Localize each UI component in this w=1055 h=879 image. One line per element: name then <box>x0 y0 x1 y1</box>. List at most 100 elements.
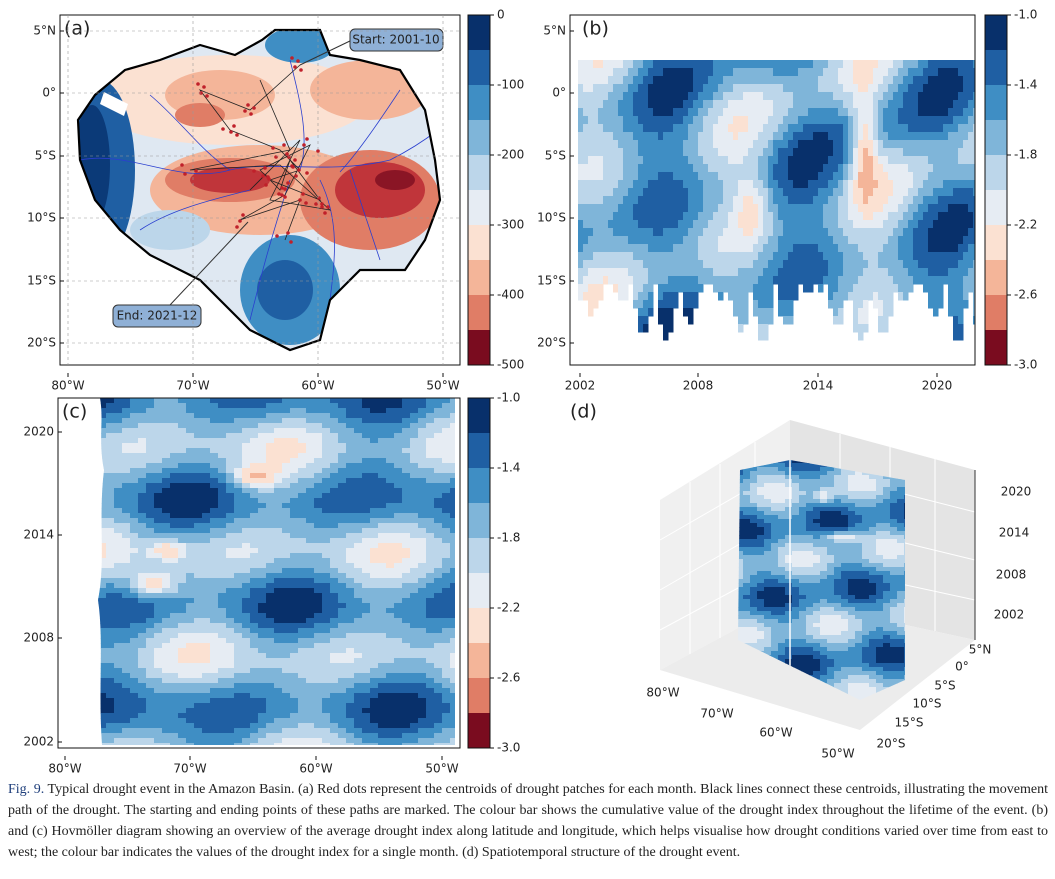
field-cell <box>306 538 315 544</box>
field-cell <box>306 618 315 624</box>
field-cell <box>242 503 251 509</box>
field-cell <box>354 603 363 609</box>
field-cell <box>948 76 954 85</box>
field-cell <box>953 244 959 253</box>
field-cell <box>314 643 323 649</box>
field-cell <box>202 598 211 604</box>
field-cell <box>578 116 584 125</box>
field-cell <box>638 172 644 181</box>
field-cell <box>763 92 769 101</box>
field-cell <box>338 398 347 404</box>
field-cell <box>613 268 619 277</box>
field-cell <box>628 132 634 141</box>
field-cell <box>410 613 419 619</box>
field-cell <box>713 68 719 77</box>
annotation-box <box>112 304 202 328</box>
field-cell <box>210 613 219 619</box>
field-cell <box>898 100 904 109</box>
field-cell <box>314 433 323 439</box>
field-cell <box>878 260 884 269</box>
field-cell <box>673 84 679 93</box>
field <box>257 260 313 320</box>
field-cell <box>778 100 784 109</box>
field-cell <box>598 204 604 213</box>
field-cell <box>853 188 859 197</box>
field-cell <box>306 638 315 644</box>
field-cell <box>266 658 275 664</box>
field-cell <box>386 528 395 534</box>
field-cell <box>858 228 864 237</box>
field-cell <box>778 76 784 85</box>
field-cell <box>274 618 283 624</box>
field-cell <box>346 428 355 434</box>
field-cell <box>688 276 694 285</box>
field-cell <box>713 252 719 261</box>
field-cell <box>658 268 664 277</box>
field-cell <box>618 188 624 197</box>
field-cell <box>963 148 969 157</box>
field-cell <box>202 623 211 629</box>
field-cell <box>218 493 227 499</box>
field-cell <box>683 172 689 181</box>
field-cell <box>210 553 219 559</box>
field-cell <box>370 598 379 604</box>
field-cell <box>418 548 427 554</box>
field-cell <box>593 300 599 309</box>
field-cell <box>893 68 899 77</box>
field-cell <box>98 593 107 599</box>
field-cell <box>426 483 435 489</box>
field-cell <box>673 116 679 125</box>
field-cell <box>813 276 819 285</box>
field-cell <box>322 603 331 609</box>
field-cell <box>170 508 179 514</box>
field-cell <box>838 204 844 213</box>
field-cell <box>808 164 814 173</box>
field-cell <box>394 543 403 549</box>
field-cell <box>758 236 764 245</box>
field-cell <box>853 308 859 317</box>
field-cell <box>442 583 451 589</box>
field-cell <box>888 108 894 117</box>
field-cell <box>628 148 634 157</box>
field-cell <box>162 593 171 599</box>
field-cell <box>663 284 669 293</box>
field-cell <box>346 648 355 654</box>
field-cell <box>130 448 139 454</box>
field-cell <box>386 573 395 579</box>
field-cell <box>386 428 395 434</box>
field-cell <box>298 428 307 434</box>
field-cell <box>738 188 744 197</box>
field-cell <box>903 76 909 85</box>
field-cell <box>298 473 307 479</box>
field-cell <box>633 284 639 293</box>
field-cell <box>648 300 654 309</box>
field-cell <box>178 553 187 559</box>
field-cell <box>658 84 664 93</box>
field-cell <box>370 558 379 564</box>
field-cell <box>843 140 849 149</box>
field-cell <box>106 588 115 594</box>
field-cell <box>823 172 829 181</box>
field-cell <box>106 448 115 454</box>
field-cell <box>418 503 427 509</box>
field-cell <box>938 292 944 301</box>
field-cell <box>250 563 259 569</box>
field-cell <box>450 648 455 654</box>
field-cell <box>638 148 644 157</box>
field-cell <box>738 60 744 69</box>
field-cell <box>608 252 614 261</box>
field-cell <box>623 212 629 221</box>
field-cell <box>450 403 455 409</box>
field-cell <box>773 76 779 85</box>
field-cell <box>793 204 799 213</box>
field-cell <box>378 583 387 589</box>
field-cell <box>803 244 809 253</box>
field-cell <box>788 164 794 173</box>
field-cell <box>178 558 187 564</box>
field-cell <box>903 220 909 229</box>
field-cell <box>713 124 719 133</box>
field-cell <box>162 638 171 644</box>
field-cell <box>402 588 411 594</box>
field-cell <box>693 252 699 261</box>
field-cell <box>718 196 724 205</box>
